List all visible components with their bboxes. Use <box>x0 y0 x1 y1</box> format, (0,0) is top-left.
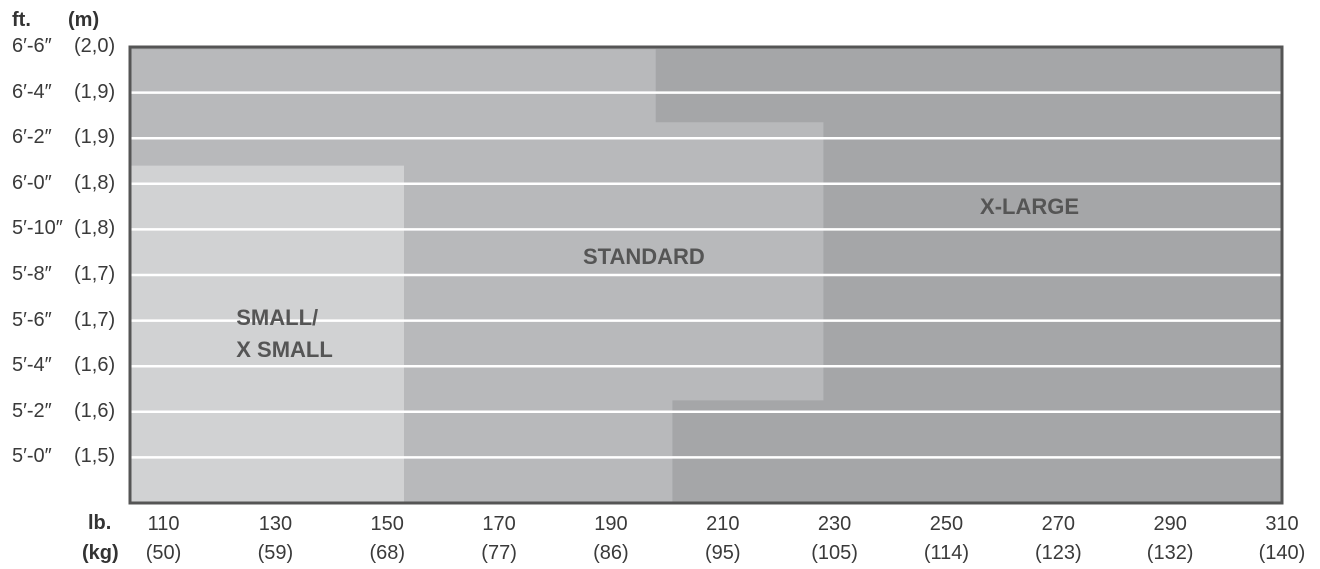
y-tick-label: 5′-6″ <box>12 308 52 331</box>
x-tick-label-metric: (68) <box>369 542 406 564</box>
y-tick-label: 6′-2″ <box>12 126 52 149</box>
y-tick-label: 6′-6″ <box>12 35 52 57</box>
x-tick-label: 110 <box>147 513 180 535</box>
x-tick-label-metric: (140) <box>1258 542 1306 564</box>
x-tick-label: 250 <box>929 513 964 535</box>
x-tick-label: 290 <box>1153 513 1187 535</box>
x-tick-label: 310 <box>1265 513 1299 535</box>
region-label: STANDARD <box>582 243 705 269</box>
y-tick-label-metric: (1,8) <box>74 171 116 194</box>
x-tick-label: 190 <box>594 513 628 535</box>
x-unit-label-metric: (kg) <box>82 542 119 564</box>
x-tick-label-metric: (95) <box>704 542 741 564</box>
x-tick-label: 210 <box>706 513 740 535</box>
x-tick-label-metric: (114) <box>923 542 970 564</box>
x-tick-label-metric: (132) <box>1146 542 1194 564</box>
x-tick-label-metric: (123) <box>1034 542 1082 564</box>
region-label: X-LARGE <box>980 193 1080 219</box>
y-tick-label-metric: (1,5) <box>74 445 116 468</box>
region-label: SMALL/ <box>236 305 319 331</box>
y-tick-label: 6′-0″ <box>12 171 52 194</box>
x-tick-label-metric: (59) <box>257 542 294 564</box>
x-tick-label: 130 <box>258 513 293 535</box>
x-tick-label-metric: (105) <box>811 542 858 564</box>
plot-frame <box>128 45 1284 505</box>
region-label: X SMALL <box>236 337 333 363</box>
x-tick-label-metric: (50) <box>145 542 182 564</box>
y-tick-label-metric: (1,6) <box>74 399 116 422</box>
region-small-x-small <box>130 165 404 503</box>
x-tick-label: 170 <box>482 513 516 535</box>
y-tick-label-metric: (1,9) <box>74 80 116 103</box>
y-tick-label-metric: (1,8) <box>74 217 116 240</box>
x-tick-label: 270 <box>1041 513 1075 535</box>
y-tick-label-metric: (1,6) <box>74 354 116 377</box>
y-tick-label-metric: (1,7) <box>74 263 116 285</box>
y-tick-label: 5′-4″ <box>12 354 52 377</box>
y-tick-label: 5′-2″ <box>12 399 52 422</box>
y-tick-label-metric: (1,7) <box>74 308 116 331</box>
y-tick-label-metric: (1,9) <box>74 126 116 149</box>
y-tick-label-metric: (2,0) <box>74 35 116 57</box>
x-tick-label: 150 <box>370 513 404 535</box>
y-unit-label-metric: (m) <box>68 9 100 31</box>
x-tick-label-metric: (77) <box>481 542 517 564</box>
y-tick-label: 5′-8″ <box>12 263 52 285</box>
x-tick-label-metric: (86) <box>593 542 629 564</box>
y-unit-label: ft. <box>12 9 31 31</box>
y-tick-label: 5′-10″ <box>12 217 63 240</box>
y-tick-label: 6′-4″ <box>12 80 52 103</box>
x-tick-label: 230 <box>817 513 852 535</box>
x-unit-label: lb. <box>88 512 112 534</box>
y-tick-label: 5′-0″ <box>12 445 52 468</box>
